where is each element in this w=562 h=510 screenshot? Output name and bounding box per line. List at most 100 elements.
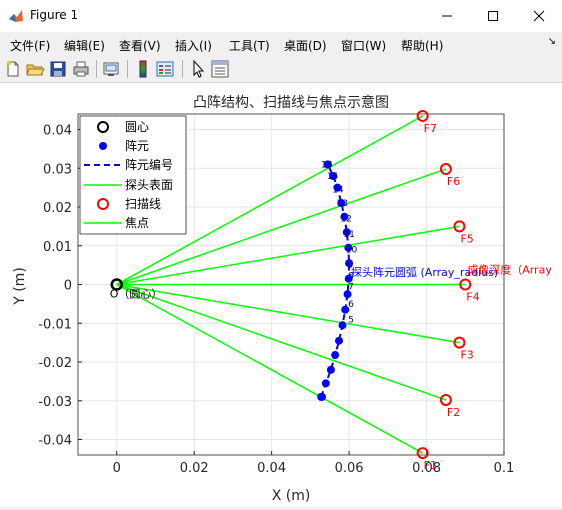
focal-point-marker <box>416 447 429 460</box>
menu-view[interactable]: 查看(V) <box>119 39 161 53</box>
legend-box <box>79 115 187 235</box>
y-tick-label: -0.01 <box>38 317 72 332</box>
legend-marker-center <box>97 121 109 133</box>
menu-edit[interactable]: 编辑(E) <box>64 39 105 53</box>
y-tick-label: 0.04 <box>43 124 72 139</box>
focal-point-marker <box>439 393 452 406</box>
array-element <box>338 321 347 330</box>
focal-point-marker <box>439 163 452 176</box>
element-number-label: 5 <box>348 315 354 325</box>
menu-tools[interactable]: 工具(T) <box>229 39 270 53</box>
array-element <box>342 228 351 237</box>
legend-label-scan-line: 扫描线 <box>125 197 161 211</box>
array-element <box>335 336 344 345</box>
center-label: O（圆心） <box>110 288 163 301</box>
y-tick-label: 0 <box>64 279 72 294</box>
x-axis-label: X (m) <box>272 488 311 504</box>
axis-ticks: 0 0.02 0.04 0.06 0.08 0.1 -0.04 -0.03 -0.02 -0.01… <box>38 124 514 477</box>
x-tick-label: 0.08 <box>412 461 441 476</box>
array-element <box>337 199 346 208</box>
toolbar-separator <box>96 60 97 78</box>
figure-toolbar <box>0 56 562 83</box>
open-file-icon[interactable] <box>25 59 45 79</box>
menu-insert[interactable]: 插入(I) <box>175 39 212 53</box>
focal-point-marker <box>453 336 466 349</box>
focal-point-marker <box>459 278 472 291</box>
menu-bar: 文件(F) 编辑(E) 查看(V) 插入(I) 工具(T) 桌面(D) 窗口(W… <box>0 32 562 56</box>
maximize-button[interactable] <box>470 0 516 32</box>
legend-marker-element <box>99 142 107 150</box>
menu-desktop[interactable]: 桌面(D) <box>284 39 327 53</box>
scan-line <box>116 283 424 454</box>
matlab-logo-icon <box>9 10 23 22</box>
annotation-label: 成像深度（Array <box>467 263 552 277</box>
close-icon <box>533 10 545 22</box>
property-editor-icon[interactable] <box>210 59 230 79</box>
x-tick-label: 0.04 <box>257 461 286 476</box>
scan-line <box>116 283 460 344</box>
x-tick-label: 0.02 <box>180 461 209 476</box>
menu-overflow-icon[interactable]: ↘ <box>547 36 556 47</box>
array-element <box>340 212 349 221</box>
focal-point-label: F6 <box>447 175 460 188</box>
array-element <box>341 305 350 314</box>
colorbar-icon[interactable] <box>133 59 153 79</box>
x-tick-label: 0 <box>113 461 121 476</box>
focal-point-label: F5 <box>460 232 473 245</box>
pointer-icon[interactable] <box>188 59 208 79</box>
scan-line <box>116 168 447 286</box>
element-number-label: 15 <box>327 172 338 182</box>
y-axis-label: Y (m) <box>12 267 28 306</box>
array-element <box>323 160 332 169</box>
scan-line <box>116 115 424 286</box>
element-number-label: 9 <box>347 261 353 271</box>
new-figure-icon[interactable] <box>3 59 23 79</box>
y-tick-label: 0.02 <box>43 201 72 216</box>
minimize-icon <box>442 15 452 17</box>
toolbar-separator <box>182 60 183 78</box>
legend-label-element-number: 阵元编号 <box>125 157 173 172</box>
menu-window[interactable]: 窗口(W) <box>341 39 387 53</box>
focal-point-marker <box>453 220 466 233</box>
legend-label-element: 阵元 <box>125 139 149 153</box>
y-tick-label: -0.02 <box>38 356 72 371</box>
menu-help[interactable]: 帮助(H) <box>401 39 444 53</box>
minimize-button[interactable] <box>424 0 470 32</box>
save-icon[interactable] <box>48 59 68 79</box>
x-tick-label: 0.1 <box>494 461 515 476</box>
maximize-icon <box>488 11 498 21</box>
scan-line <box>116 225 460 286</box>
focal-point-label: F1 <box>424 459 437 472</box>
close-button[interactable] <box>516 0 562 32</box>
chart-title: 凸阵结构、扫描线与焦点示意图 <box>193 94 389 111</box>
annotation-label: 探头阵元圆弧 (Array_radius) <box>351 265 498 279</box>
array-element <box>343 290 352 299</box>
y-tick-label: -0.04 <box>38 434 72 449</box>
focal-point-marker <box>416 109 429 122</box>
element-number-label: 14 <box>332 186 344 196</box>
window-title: Figure 1 <box>30 8 79 22</box>
legend-label-focus: 焦点 <box>125 216 149 230</box>
element-number-label: 11 <box>343 230 354 240</box>
scan-line <box>116 283 447 401</box>
print-icon[interactable] <box>71 59 91 79</box>
legend-marker-scan-line <box>97 198 109 210</box>
menu-file[interactable]: 文件(F) <box>10 39 51 53</box>
plot-data: 16 15 14 13 12 11 10 987 6 5 F1 F2 F3 F4 F5 F6 F7 O（圆心） 探头… <box>110 109 552 472</box>
element-number-label: 7 <box>348 282 354 292</box>
legend: 圆心 阵元 阵元编号 探头表面 扫描线 焦点 <box>79 115 187 235</box>
element-number-label: 6 <box>348 300 354 310</box>
array-element <box>344 243 353 252</box>
legend-icon[interactable] <box>155 59 175 79</box>
figure-canvas: 0 0.02 0.04 0.06 0.08 0.1 -0.04 -0.03 -0.02 -0.01… <box>0 83 562 507</box>
y-tick-label: 0.01 <box>43 240 72 255</box>
y-tick-label: -0.03 <box>38 395 72 410</box>
center-marker <box>110 278 123 291</box>
legend-label-probe-surface: 探头表面 <box>125 178 173 192</box>
link-plot-icon[interactable] <box>101 59 121 79</box>
legend-label-center: 圆心 <box>125 120 149 134</box>
element-number-label: 8 <box>348 272 354 282</box>
array-element <box>333 183 342 192</box>
plot-svg[interactable]: 0 0.02 0.04 0.06 0.08 0.1 -0.04 -0.03 -0.02 -0.01… <box>0 83 562 507</box>
